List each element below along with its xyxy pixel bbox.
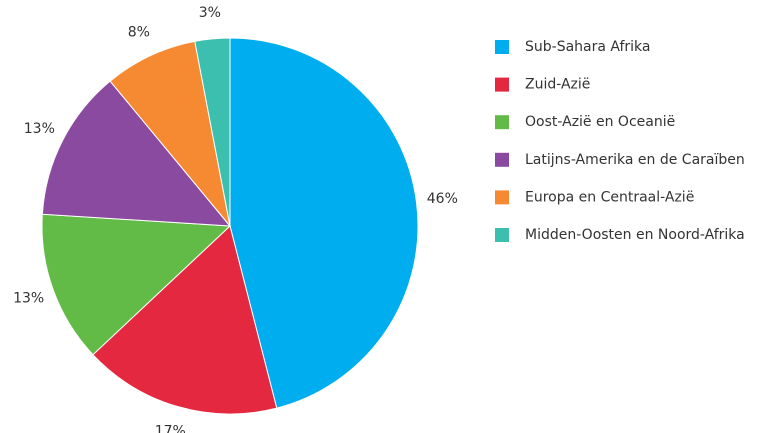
legend-label: Zuid-Azië	[525, 77, 590, 93]
legend-label: Europa en Centraal-Azië	[525, 189, 694, 205]
pie-slice	[41, 213, 232, 356]
data-label: 13%	[24, 121, 55, 137]
pie-slice	[41, 80, 232, 227]
legend-swatch	[495, 228, 509, 242]
legend-swatch	[495, 115, 509, 130]
pie-slice	[109, 40, 231, 227]
legend-swatch	[495, 40, 509, 54]
data-label: 8%	[128, 24, 150, 40]
legend-label: Oost-Azië en Oceanië	[525, 114, 675, 130]
pie-slice	[92, 225, 278, 415]
legend-swatch	[495, 152, 509, 167]
legend-swatch	[495, 77, 509, 92]
pie-slice	[229, 37, 419, 409]
data-label: 46%	[427, 191, 458, 207]
legend-swatch	[495, 190, 509, 205]
legend-label: Sub-Sahara Afrika	[525, 39, 651, 55]
pie-slice	[194, 37, 231, 227]
data-label: 17%	[155, 424, 186, 433]
legend-label: Latijns-Amerika en de Caraïben	[525, 152, 745, 168]
legend-label: Midden-Oosten en Noord-Afrika	[525, 227, 745, 243]
data-label: 13%	[13, 290, 44, 306]
data-label: 3%	[199, 5, 221, 21]
